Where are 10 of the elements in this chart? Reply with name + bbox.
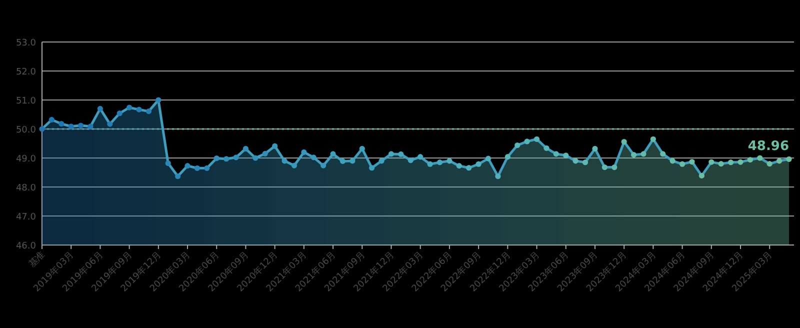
y-tick-label: 48.0 — [16, 184, 36, 194]
y-tick-label: 52.0 — [16, 68, 36, 78]
y-tick-label: 47.0 — [16, 212, 36, 222]
x-tick-label: 基准 — [26, 249, 48, 270]
y-tick-label: 51.0 — [16, 96, 36, 106]
y-tick-label: 53.0 — [16, 38, 36, 48]
data-label: 48.96 — [748, 139, 789, 154]
y-tick-label: 50.0 — [16, 126, 36, 136]
y-tick-label: 49.0 — [16, 154, 36, 164]
y-tick-label: 46.0 — [16, 242, 36, 252]
